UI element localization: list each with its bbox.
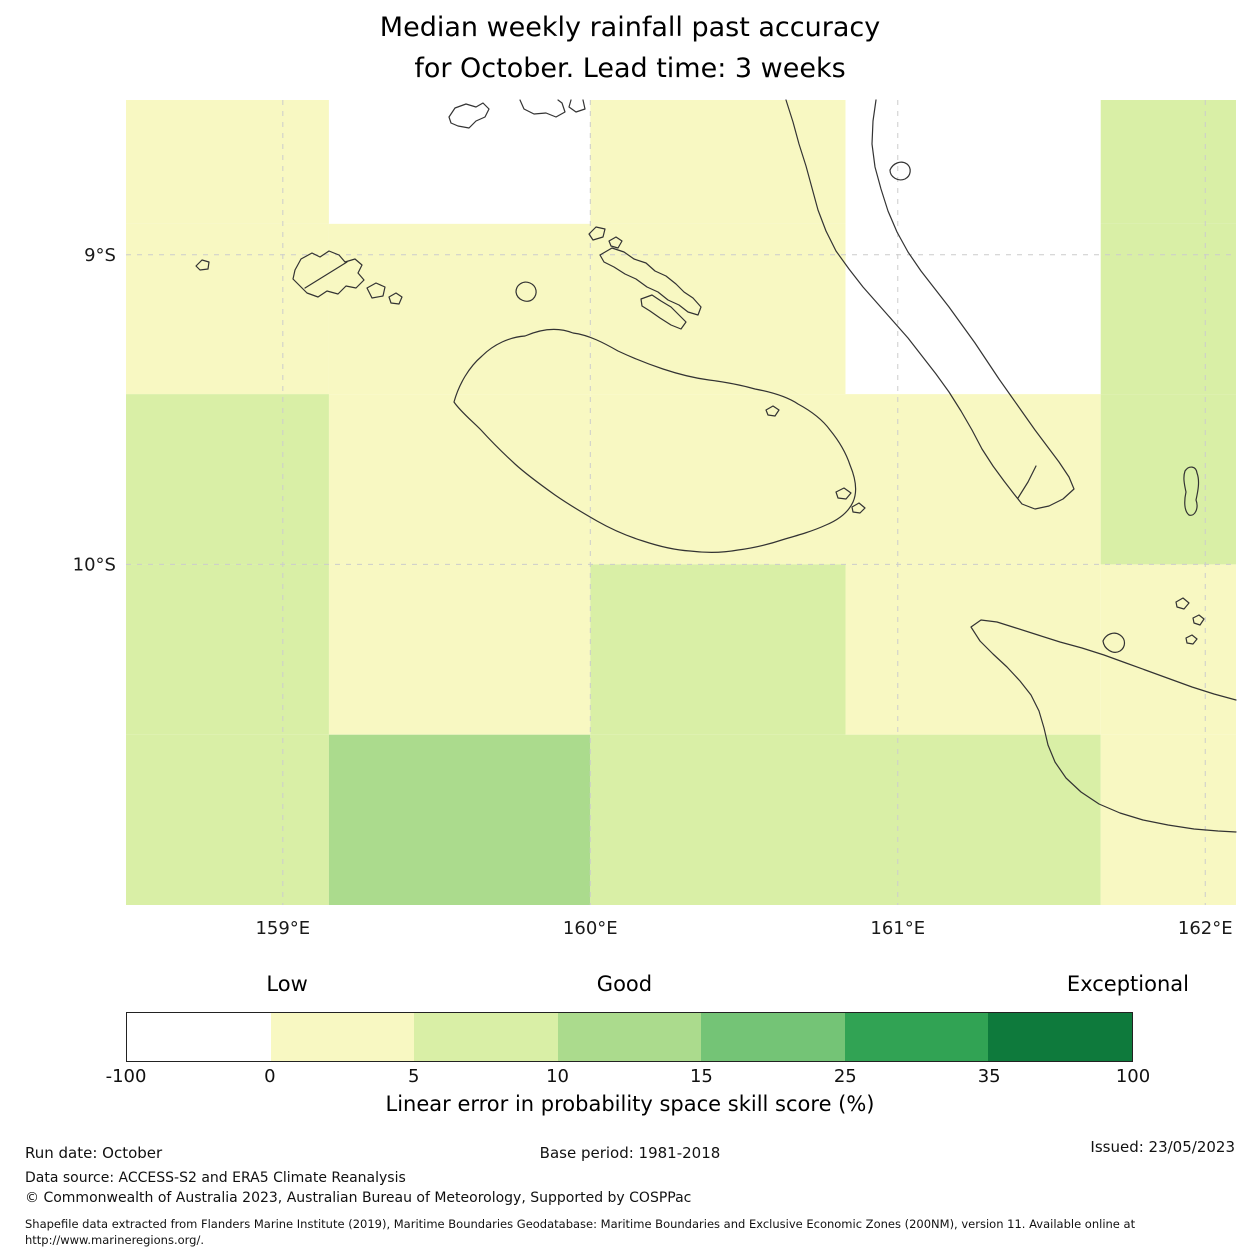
x-tick-label: 161°E [870, 918, 925, 939]
y-tick-label: 9°S [84, 245, 116, 266]
heatmap-cell [1100, 734, 1236, 905]
colorbar-segment [701, 1013, 845, 1061]
heatmap-cell [590, 564, 846, 735]
coastline-islet [366, 282, 386, 299]
heatmap-cell [1100, 223, 1236, 395]
x-tick-label: 160°E [563, 918, 618, 939]
colorbar-segment [988, 1013, 1133, 1061]
coastline-florida-islands [588, 226, 606, 241]
coastline-islet [1185, 634, 1198, 645]
heatmap-cell [126, 734, 329, 905]
colorbar [126, 1012, 1133, 1062]
coastline-islet [448, 102, 490, 129]
coastline-malaita [785, 99, 1075, 510]
colorbar-axis-label: Linear error in probability space skill … [385, 1092, 875, 1116]
coastline-florida-islands [599, 247, 702, 316]
colorbar-segment [270, 1013, 415, 1061]
coastline-maramasike-strait [1017, 465, 1037, 499]
coastline-russell-islands [292, 250, 365, 298]
colorbar-tick-label: 10 [546, 1066, 570, 1087]
colorbar-segment [414, 1013, 558, 1061]
x-tick-label: 162°E [1178, 918, 1233, 939]
coastline-ugi-island [1102, 632, 1126, 653]
heatmap-cell [126, 223, 329, 395]
colorbar-label-low: Low [266, 972, 308, 996]
heatmap-cell [845, 223, 1101, 395]
colorbar-tick-label: 15 [689, 1066, 713, 1087]
coastline-islet [388, 292, 403, 305]
heatmap-cell [590, 734, 846, 905]
coastline-islet [1192, 614, 1205, 626]
heatmap-cell [126, 100, 329, 224]
heatmap-cell [845, 394, 1101, 565]
coastline-islet [851, 502, 866, 514]
heatmap-cell [1100, 100, 1236, 224]
heatmap-cell [126, 564, 329, 735]
copyright-text: © Commonwealth of Australia 2023, Austra… [25, 1190, 692, 1206]
coastline-makira [970, 619, 1237, 833]
heatmap-cell [328, 564, 591, 735]
heatmap-cell [328, 223, 591, 395]
base-period-text: Base period: 1981-2018 [539, 1144, 721, 1162]
colorbar-tick-label: -100 [105, 1066, 147, 1087]
coastline-ulawa-island [1183, 466, 1200, 516]
heatmap-cell [328, 394, 591, 565]
colorbar-segment [127, 1013, 271, 1061]
coastline-islet [568, 99, 586, 113]
colorbar-segment [844, 1013, 989, 1061]
run-date-text: Run date: October [25, 1144, 163, 1162]
heatmap-cell [590, 223, 846, 395]
y-tick-label: 10°S [73, 554, 116, 575]
colorbar-tick-label: 25 [833, 1066, 857, 1087]
heatmap-cell [845, 734, 1101, 905]
coastline-russell-islands [304, 261, 348, 289]
heatmap-cell [1100, 564, 1236, 735]
shapefile-note: Shapefile data extracted from Flanders M… [25, 1217, 1136, 1248]
coastline-savo-island [515, 281, 537, 302]
coastline-florida-islands [640, 294, 687, 330]
coastline-islet [889, 161, 911, 181]
colorbar-tick-label: 100 [1115, 1066, 1151, 1087]
axis-tick-labels: 159°E 160°E 161°E 162°E 9°S 10°S [73, 245, 1233, 939]
x-tick-label: 159°E [255, 918, 310, 939]
heatmap-cell [590, 394, 846, 565]
colorbar-tick-labels: -100 0 5 10 15 25 35 100 [106, 1066, 1151, 1090]
colorbar-tick-label: 35 [977, 1066, 1001, 1087]
heatmap-cell [328, 100, 591, 224]
coastline-islet [519, 99, 566, 118]
colorbar-label-good: Good [596, 972, 653, 996]
heatmap-cell [328, 734, 591, 905]
chart-title-line2: for October. Lead time: 3 weeks [414, 52, 846, 84]
issued-date-text: Issued: 23/05/2023 [1090, 1138, 1235, 1156]
heatmap-cell [1100, 394, 1236, 565]
coastline-islet [765, 405, 780, 417]
heatmap-cell [590, 100, 846, 224]
colorbar-category-labels: Low Good Exceptional [126, 972, 1189, 1002]
heatmap-cell [126, 394, 329, 565]
coastlines [195, 99, 1237, 833]
coastline-islet [1175, 597, 1190, 610]
chart-title: Median weekly rainfall past accuracy for… [0, 8, 1260, 89]
colorbar-tick-label: 0 [264, 1066, 276, 1087]
coastline-florida-islands [608, 236, 623, 249]
heatmap-cells [126, 100, 1236, 905]
heatmap-cell [845, 564, 1101, 735]
chart-title-line1: Median weekly rainfall past accuracy [379, 12, 881, 43]
heatmap-cell [845, 100, 1101, 224]
data-source-text: Data source: ACCESS-S2 and ERA5 Climate … [25, 1170, 406, 1186]
coastline-guadalcanal [453, 328, 857, 553]
colorbar-segment [557, 1013, 702, 1061]
colorbar-tick-label: 5 [407, 1066, 420, 1087]
colorbar-label-exceptional: Exceptional [1066, 972, 1189, 996]
coastline-islet [195, 259, 210, 271]
coastline-islet [835, 487, 852, 500]
